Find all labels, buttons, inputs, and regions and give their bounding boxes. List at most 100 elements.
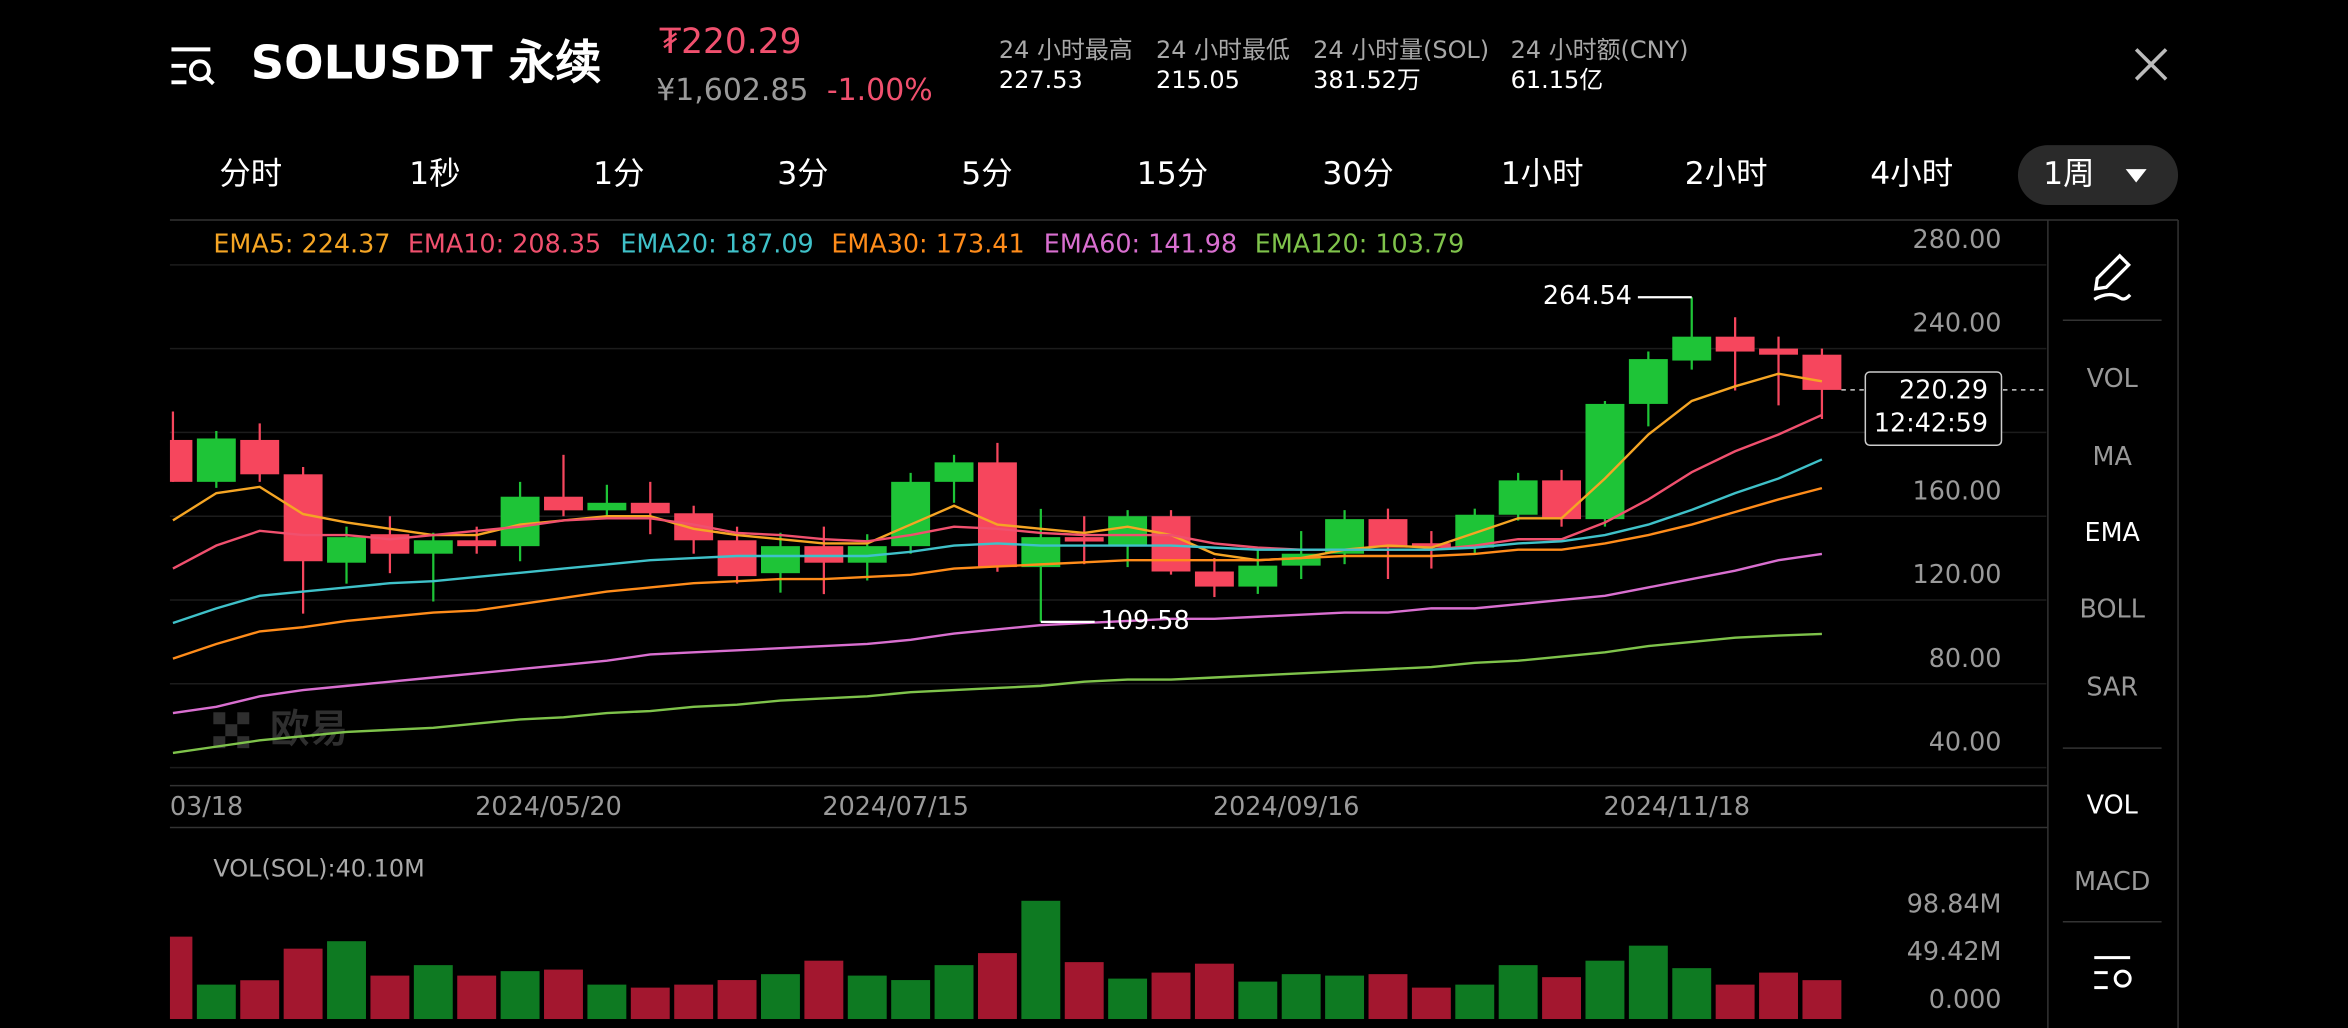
candle-body bbox=[1108, 516, 1148, 547]
volume-bar bbox=[500, 971, 540, 1020]
low-label: 109.58 bbox=[1101, 605, 1190, 635]
candle-body bbox=[1021, 537, 1061, 568]
volume-bar bbox=[977, 953, 1017, 1020]
last-price-label: 220.29 bbox=[1899, 374, 1988, 404]
volume-bar bbox=[544, 969, 583, 1020]
indicator-option[interactable]: MA bbox=[2093, 441, 2133, 471]
settings-icon[interactable] bbox=[2094, 956, 2132, 990]
timeframe-tab[interactable]: 4小时 bbox=[1870, 156, 1953, 192]
timeframe-tab[interactable]: 15分 bbox=[1137, 156, 1208, 192]
volume-bar bbox=[717, 980, 757, 1020]
close-button[interactable] bbox=[2134, 48, 2168, 81]
candle-body bbox=[1455, 514, 1495, 548]
volume-bar bbox=[196, 984, 236, 1020]
candle-body bbox=[1064, 537, 1104, 542]
candle-body bbox=[1628, 359, 1668, 404]
x-tick-label: 2024/05/20 bbox=[475, 791, 622, 821]
volume-bar bbox=[587, 984, 627, 1020]
volume-bar bbox=[1108, 978, 1148, 1020]
volume-bar bbox=[1325, 975, 1365, 1020]
sub-indicator-option[interactable]: VOL bbox=[2087, 790, 2139, 820]
volume-bar bbox=[847, 975, 887, 1020]
ema-legend: EMA120: 103.79 bbox=[1255, 228, 1465, 258]
timeframe-tab[interactable]: 分时 bbox=[219, 156, 282, 192]
ema-line bbox=[172, 486, 1823, 660]
candle-body bbox=[327, 537, 366, 563]
volume-bar bbox=[934, 965, 974, 1020]
volume-label: VOL(SOL):40.10M bbox=[213, 854, 424, 882]
candle-body bbox=[196, 438, 236, 482]
timeframe-pill bbox=[2017, 145, 2179, 206]
y-tick-label: 280.00 bbox=[1913, 224, 2002, 254]
ema-line bbox=[172, 552, 1823, 715]
candle-body bbox=[413, 540, 453, 554]
chart-frame bbox=[169, 219, 2179, 1028]
volume-bar bbox=[761, 974, 800, 1020]
candle-body bbox=[1802, 354, 1842, 390]
ema-line bbox=[172, 372, 1823, 562]
watermark: 欧易 bbox=[213, 707, 348, 752]
timeframe-tab[interactable]: 1分 bbox=[593, 156, 644, 192]
ema-legend: EMA30: 173.41 bbox=[831, 228, 1024, 258]
volume-bar bbox=[630, 987, 670, 1020]
x-tick-label: 2024/09/16 bbox=[1213, 791, 1360, 821]
volume-tick-label: 98.84M bbox=[1907, 888, 2002, 918]
volume-bar bbox=[1238, 981, 1278, 1020]
candle-body bbox=[1238, 565, 1278, 587]
stat-label: 24 小时额(CNY) bbox=[1511, 36, 1689, 64]
timeframe-tab[interactable]: 3分 bbox=[777, 156, 828, 192]
x-tick-label: 2024/07/15 bbox=[822, 791, 969, 821]
volume-bar bbox=[1151, 972, 1191, 1020]
ema-legend: EMA60: 141.98 bbox=[1044, 228, 1237, 258]
sub-indicator-option[interactable]: MACD bbox=[2074, 866, 2150, 896]
dropdown-arrow bbox=[2125, 169, 2147, 183]
stat-value: 227.53 bbox=[999, 66, 1083, 94]
ema-legend: EMA5: 224.37 bbox=[213, 228, 390, 258]
ema-legend: EMA10: 208.35 bbox=[408, 228, 601, 258]
y-tick-label: 240.00 bbox=[1913, 308, 2002, 338]
candle-body bbox=[804, 546, 844, 563]
indicator-option[interactable]: EMA bbox=[2085, 517, 2141, 547]
candle-body bbox=[500, 496, 540, 547]
volume-bar bbox=[370, 975, 410, 1020]
price-cny: ¥1,602.85 bbox=[656, 73, 808, 108]
draw-tool-icon[interactable] bbox=[2093, 253, 2132, 301]
volume-bar bbox=[283, 948, 323, 1020]
candle-body bbox=[240, 439, 280, 475]
candle-body bbox=[169, 439, 193, 482]
volume-tick-label: 0.000 bbox=[1929, 984, 2002, 1014]
timeframe-tab[interactable]: 1秒 bbox=[409, 156, 460, 192]
y-tick-label: 40.00 bbox=[1929, 727, 2002, 757]
volume-tick-label: 49.42M bbox=[1907, 936, 2002, 966]
timeframe-tab[interactable]: 5分 bbox=[961, 156, 1012, 192]
volume-bar bbox=[1498, 965, 1538, 1020]
y-tick-label: 80.00 bbox=[1929, 643, 2002, 673]
indicator-option[interactable]: BOLL bbox=[2080, 594, 2146, 624]
timeframe-tab[interactable]: 30分 bbox=[1322, 156, 1393, 192]
candle-body bbox=[761, 546, 800, 574]
timeframe-tab[interactable]: 1小时 bbox=[1501, 156, 1584, 192]
candle-body bbox=[1194, 571, 1234, 587]
ema-legend: EMA20: 187.09 bbox=[620, 228, 813, 258]
volume-bar bbox=[1542, 977, 1582, 1020]
menu-search-icon[interactable] bbox=[171, 47, 215, 86]
candle-body bbox=[847, 546, 887, 563]
price-change: -1.00% bbox=[827, 73, 933, 108]
volume-bar bbox=[413, 965, 453, 1020]
volume-bar bbox=[1455, 984, 1495, 1020]
volume-bar bbox=[891, 980, 931, 1020]
volume-bar bbox=[169, 936, 193, 1020]
candle-body bbox=[587, 502, 627, 511]
volume-bar bbox=[674, 984, 714, 1020]
indicator-option[interactable]: VOL bbox=[2087, 363, 2139, 393]
timeframe-tab[interactable]: 2小时 bbox=[1685, 156, 1768, 192]
timeframe-selected[interactable]: 1周 bbox=[2017, 145, 2179, 206]
x-tick-label: 2024/11/18 bbox=[1604, 791, 1751, 821]
indicator-option[interactable]: SAR bbox=[2086, 671, 2138, 701]
candle-body bbox=[1672, 336, 1712, 361]
candle-body bbox=[1542, 480, 1582, 520]
y-tick-label: 160.00 bbox=[1913, 475, 2002, 505]
x-tick-label: 03/18 bbox=[170, 791, 243, 821]
candle-body bbox=[630, 502, 670, 514]
